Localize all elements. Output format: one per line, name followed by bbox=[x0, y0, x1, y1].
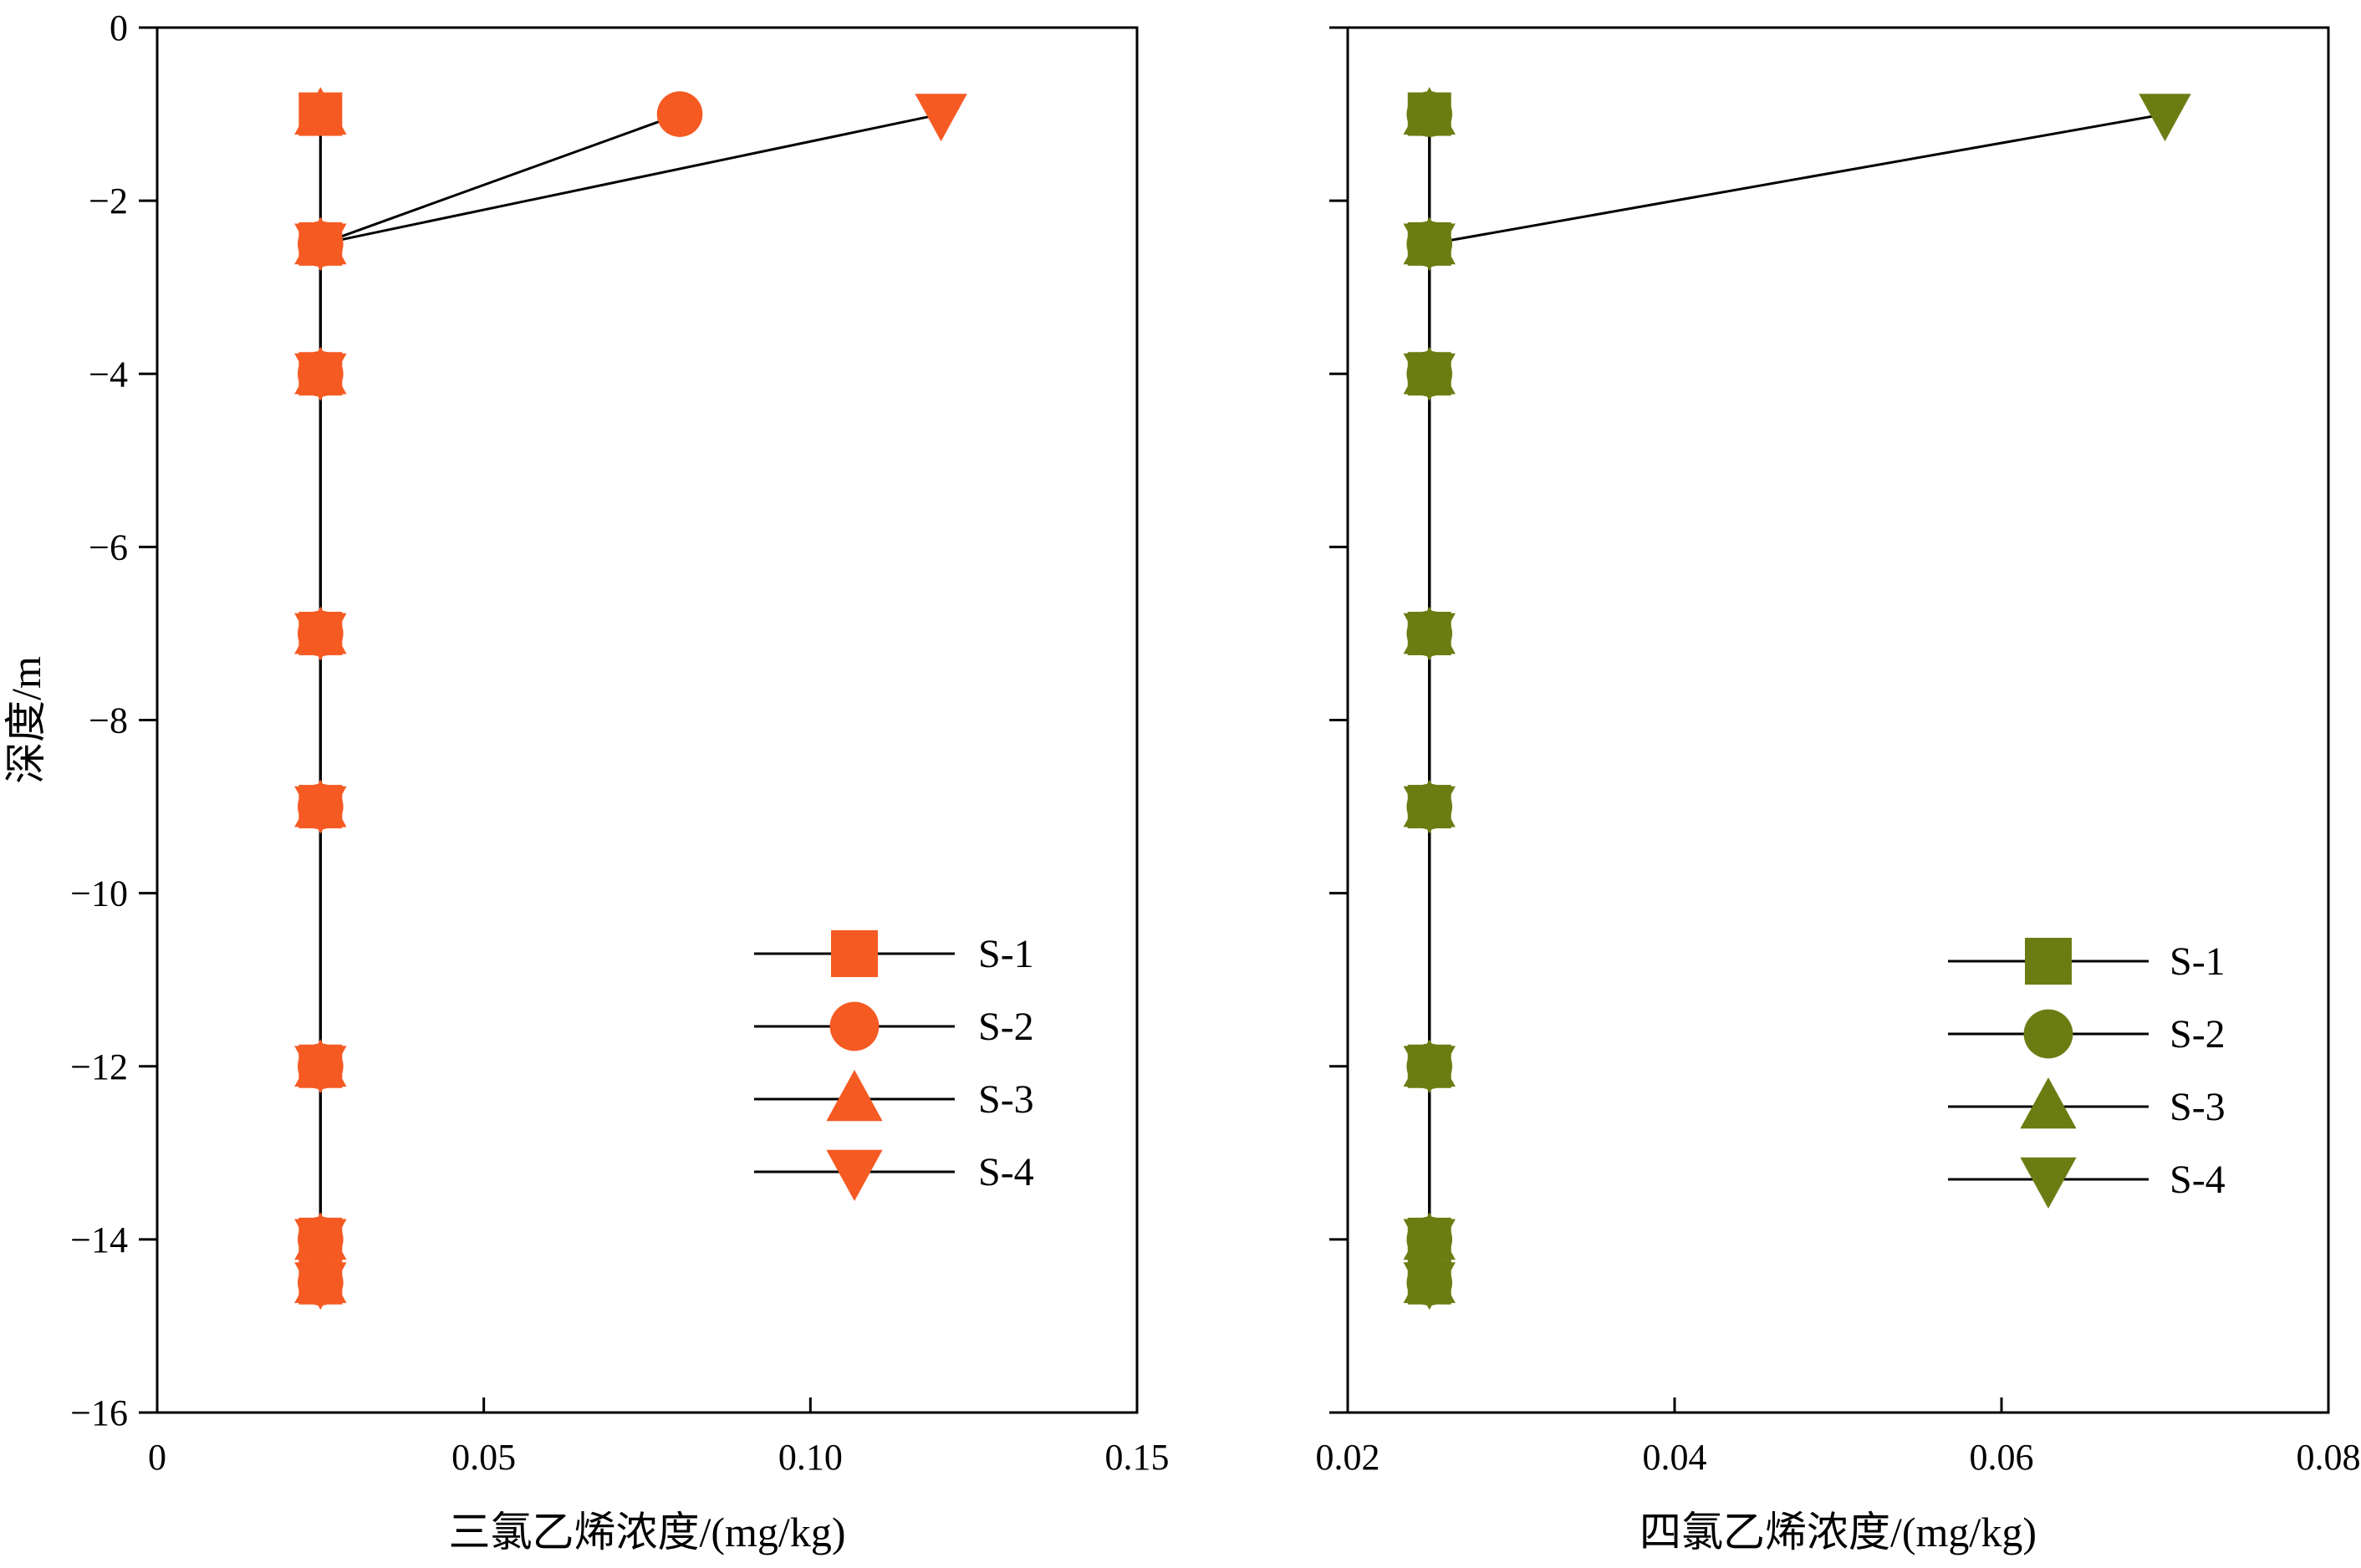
x-tick-label: 0.02 bbox=[1316, 1437, 1380, 1478]
data-point-S-4 bbox=[1403, 223, 1456, 272]
legend-marker-S-4 bbox=[826, 1149, 883, 1201]
data-point-S-4 bbox=[294, 223, 347, 272]
data-point-S-4 bbox=[294, 786, 347, 834]
data-point-S-4 bbox=[1403, 1262, 1456, 1311]
data-point-S-4 bbox=[294, 1219, 347, 1267]
data-point-S-4 bbox=[294, 613, 347, 661]
plot-frame bbox=[1346, 26, 2330, 1414]
x-tick-label: 0.08 bbox=[2297, 1437, 2361, 1478]
data-point-S-4 bbox=[915, 94, 967, 142]
data-point-S-4 bbox=[294, 1046, 347, 1094]
legend-marker-S-1 bbox=[2025, 938, 2072, 985]
data-point-S-3 bbox=[1403, 87, 1456, 135]
y-tick-label: 0 bbox=[110, 8, 128, 48]
x-tick-label: 0.10 bbox=[778, 1437, 843, 1478]
y-tick-label: −2 bbox=[89, 181, 128, 221]
legend-marker-S-3 bbox=[826, 1070, 883, 1122]
x-axis-title: 四氯乙烯浓度/(mg/kg) bbox=[1639, 1509, 2037, 1555]
legend-label: S-1 bbox=[2170, 939, 2226, 984]
legend-marker-S-4 bbox=[2020, 1157, 2077, 1209]
legend-label: S-4 bbox=[2170, 1158, 2226, 1202]
legend-marker-S-2 bbox=[2023, 1009, 2073, 1059]
panel-pce: 0.02 0.04 0.06 0.08 四氯乙烯浓度/(mg/kg) S-1 S-2 S-3 S… bbox=[1316, 26, 2361, 1555]
y-tick-label: −4 bbox=[89, 354, 128, 395]
data-point-S-4 bbox=[1403, 1046, 1456, 1094]
legend-label: S-3 bbox=[2170, 1085, 2226, 1129]
series-line-S-2 bbox=[319, 113, 681, 1283]
legend-marker-S-3 bbox=[2020, 1077, 2077, 1129]
legend-marker-S-1 bbox=[831, 930, 878, 977]
data-point-S-4 bbox=[294, 1262, 347, 1311]
data-point-S-4 bbox=[1403, 613, 1456, 661]
x-tick-label: 0.15 bbox=[1105, 1437, 1170, 1478]
y-tick-label: −12 bbox=[70, 1046, 128, 1087]
y-axis-title: 深度/m bbox=[3, 656, 49, 784]
x-tick-label: 0 bbox=[148, 1437, 166, 1478]
x-tick-label: 0.06 bbox=[1970, 1437, 2034, 1478]
legend-label: S-3 bbox=[978, 1077, 1034, 1122]
y-tick-label: −14 bbox=[70, 1219, 128, 1260]
data-point-S-3 bbox=[294, 87, 347, 135]
y-tick-label: −16 bbox=[70, 1392, 128, 1433]
legend-label: S-2 bbox=[2170, 1012, 2226, 1056]
panel-tce: 0 0.05 0.10 0.15 0 −2 −4 −6 −8 −10 −12 −14 −16 三氯乙烯浓度… bbox=[3, 8, 1170, 1555]
data-point-S-4 bbox=[2139, 94, 2191, 142]
legend-label: S-4 bbox=[978, 1150, 1034, 1194]
data-point-S-4 bbox=[1403, 353, 1456, 401]
legend-label: S-1 bbox=[978, 932, 1034, 976]
legend-marker-S-2 bbox=[829, 1001, 880, 1051]
y-tick-label: −10 bbox=[70, 873, 128, 914]
data-point-S-4 bbox=[1403, 1219, 1456, 1267]
x-tick-label: 0.04 bbox=[1643, 1437, 1707, 1478]
x-tick-label: 0.05 bbox=[451, 1437, 516, 1478]
y-tick-label: −8 bbox=[89, 700, 128, 741]
legend-label: S-2 bbox=[978, 1005, 1034, 1049]
data-point-S-2 bbox=[656, 91, 703, 137]
y-tick-label: −6 bbox=[89, 527, 128, 568]
data-point-S-4 bbox=[1403, 786, 1456, 834]
data-point-S-4 bbox=[294, 353, 347, 401]
x-axis-title: 三氯乙烯浓度/(mg/kg) bbox=[449, 1509, 846, 1555]
